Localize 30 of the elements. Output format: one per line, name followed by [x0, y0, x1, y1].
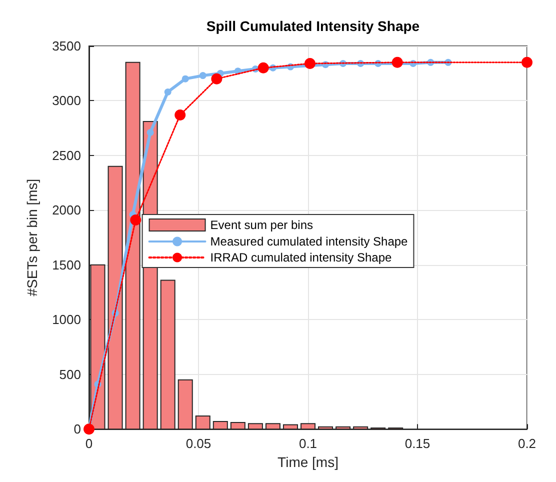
x-tick-label: 0.05	[186, 436, 212, 452]
point	[304, 58, 316, 70]
point	[522, 56, 532, 68]
point	[130, 214, 142, 226]
legend-label: Event sum per bins	[210, 218, 313, 232]
y-tick-label: 500	[59, 366, 81, 382]
x-tick-label: 0.15	[404, 436, 430, 452]
y-tick-label: 1000	[52, 312, 81, 328]
point	[199, 72, 206, 80]
point	[182, 75, 189, 82]
legend-label: Measured cumulated intensity Shape	[210, 234, 408, 248]
legend-label: IRRAD cumulated intensity Shape	[210, 250, 392, 264]
y-tick-label: 2000	[52, 202, 81, 218]
chart-title: Spill Cumulated Intensity Shape	[206, 18, 420, 34]
point	[164, 88, 172, 96]
point	[392, 56, 403, 68]
y-tick-label: 0	[74, 422, 81, 437]
y-tick-label: 3000	[52, 93, 81, 108]
point	[146, 128, 154, 136]
point	[258, 62, 269, 74]
point	[174, 109, 186, 120]
x-tick-label: 0.2	[518, 436, 536, 452]
y-tick-label: 2500	[52, 148, 81, 163]
x-axis-title: Time [ms]	[278, 454, 338, 470]
y-axis-title: #SETs per bin [ms]	[24, 178, 40, 296]
x-tick-label: 0.1	[298, 436, 318, 452]
y-tick-label: 1500	[52, 257, 81, 272]
point	[211, 73, 222, 84]
x-tick-label: 0	[85, 436, 93, 452]
y-tick-label: 3500	[52, 38, 81, 54]
